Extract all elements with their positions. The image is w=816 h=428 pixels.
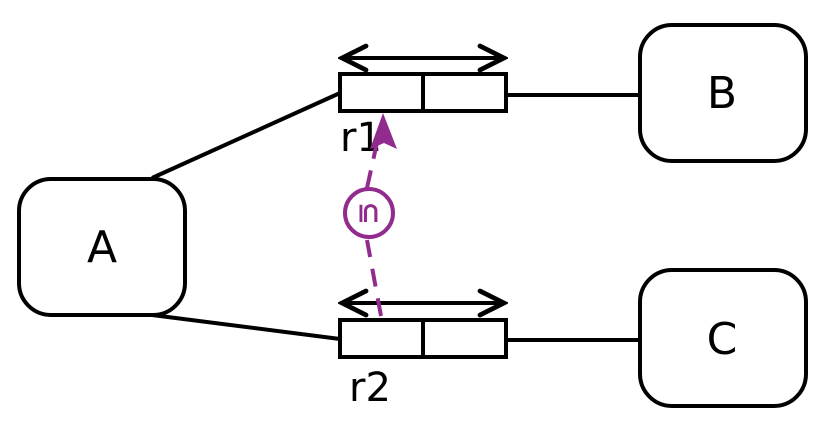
node-b: B xyxy=(638,23,808,163)
node-c-label: C xyxy=(707,314,738,365)
relation-circle xyxy=(343,187,395,239)
node-b-box xyxy=(638,23,808,163)
node-a: A xyxy=(17,177,187,317)
subset-relation: ⊆ xyxy=(343,113,397,317)
node-b-label: B xyxy=(707,68,737,119)
edge-a-r1 xyxy=(151,91,341,180)
node-a-label: A xyxy=(87,222,117,273)
node-a-box xyxy=(17,177,187,317)
buffer-r2: r2 xyxy=(338,303,508,411)
relation-arrow-head xyxy=(370,113,397,149)
subset-symbol: ⊆ xyxy=(353,201,386,224)
edge-a-r2 xyxy=(151,313,341,341)
node-c: C xyxy=(638,268,808,408)
node-c-box xyxy=(638,268,808,408)
buffer-r2-label: r2 xyxy=(349,365,391,411)
buffer-r1: r1 xyxy=(338,58,508,161)
